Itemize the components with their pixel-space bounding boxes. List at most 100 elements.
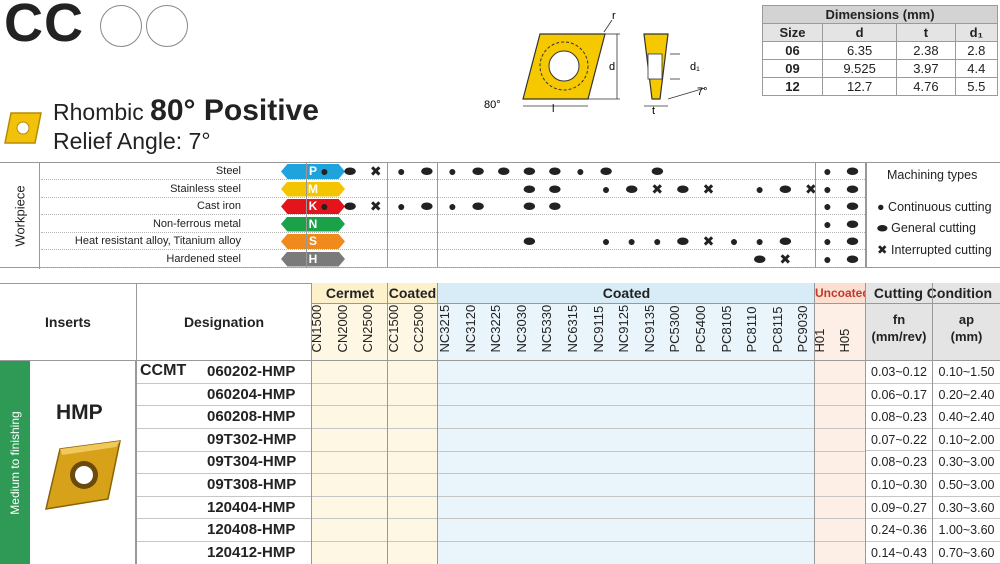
- continuous-cutting-icon: ●: [397, 198, 406, 214]
- general-cutting-icon: ⬬: [548, 180, 561, 197]
- continuous-cutting-icon: ●: [823, 180, 832, 197]
- table-divider: [136, 283, 137, 564]
- fn-value: 0.24~0.36: [866, 519, 932, 542]
- dim-col-d: d: [821, 23, 898, 42]
- grade-column-nc3225: NC3225: [488, 305, 515, 360]
- table-divider: [932, 283, 933, 564]
- table-row: [137, 497, 865, 520]
- workpiece-row: Hardened steel H: [41, 251, 865, 268]
- iso-badge-p: P: [281, 164, 345, 179]
- table-row: [137, 361, 865, 384]
- table-row: 12 12.7 4.76 5.5: [762, 77, 999, 96]
- table-row: [137, 519, 865, 542]
- general-cutting-icon: ⬬: [676, 233, 689, 249]
- general-cutting-icon: ⬬: [625, 180, 638, 197]
- workpiece-name: Stainless steel: [170, 182, 241, 195]
- shape-description: Rhombic 80° Positive: [53, 94, 319, 128]
- side-label: Medium to finishing: [8, 410, 22, 515]
- table-row: [137, 429, 865, 452]
- workpiece-name-box: Heat resistant alloy, Titanium alloy: [41, 233, 241, 250]
- general-cutting-icon: ⬬: [523, 233, 536, 249]
- iso-badge-n: N: [281, 216, 345, 232]
- ap-value: 0.10~1.50: [933, 361, 1000, 384]
- workpiece-row: Stainless steel M: [41, 181, 865, 198]
- shape-angle: 80° Positive: [150, 94, 319, 127]
- interrupted-cutting-icon: ✖: [805, 180, 817, 197]
- side-band: Medium to finishing: [0, 361, 30, 564]
- rhombic-shape-icon: [4, 112, 42, 144]
- dim-size: 09: [762, 59, 823, 78]
- fn-header-unit: (mm/rev): [871, 329, 927, 344]
- dim-col-t: t: [896, 23, 956, 42]
- diagram-80-label: 80°: [484, 99, 501, 111]
- general-cutting-icon: ⬬: [523, 163, 536, 179]
- designation-code: 09T304-HMP: [207, 453, 297, 471]
- workpiece-row: Non-ferrous metal N: [41, 216, 865, 233]
- fn-value: 0.03~0.12: [866, 361, 932, 384]
- group-coated-1: Coated: [388, 283, 437, 304]
- general-cutting-icon: ⬬: [497, 163, 510, 179]
- continuous-cutting-icon: ●: [755, 233, 764, 249]
- grade-label: NC6315: [565, 304, 580, 353]
- dim-size: 06: [762, 41, 823, 60]
- designation-code: 09T302-HMP: [207, 430, 297, 448]
- continuous-cutting-icon: ●: [601, 180, 611, 197]
- general-cutting-icon: ⬬: [651, 163, 664, 179]
- grade-column-cn2000: CN2000: [334, 304, 362, 360]
- general-cutting-icon: ⬬: [344, 163, 357, 179]
- table-divider: [311, 283, 312, 564]
- grade-label: PC9030: [795, 305, 811, 353]
- grade-column-nc3215: NC3215: [437, 305, 464, 360]
- diagram-7-label: 7°: [697, 86, 708, 98]
- grade-label: CC2500: [411, 304, 427, 353]
- dim-col-size: Size: [762, 23, 823, 42]
- table-row: [137, 451, 865, 475]
- designation-header: Designation: [183, 314, 265, 330]
- interrupted-cutting-icon: ✖: [651, 180, 664, 197]
- grade-column-h05: H05: [837, 306, 864, 360]
- status-circle-2: [146, 5, 188, 47]
- fn-value: 0.07~0.22: [866, 429, 932, 452]
- workpiece-name: Steel: [215, 165, 241, 177]
- grade-column-h01: H01: [812, 306, 839, 360]
- table-row: [137, 384, 865, 407]
- dimensions-table: Dimensions (mm) Size d t d₁ 06 6.35 2.38…: [762, 5, 999, 96]
- dim-d: 9.525: [821, 59, 898, 78]
- table-row: [137, 406, 865, 429]
- group-uncoated-band: [815, 284, 865, 564]
- general-cutting-icon: ⬬: [523, 180, 536, 197]
- grade-label: CN2000: [334, 304, 350, 353]
- grade-label: PC5300: [667, 305, 683, 353]
- grade-column-pc5400: PC5400: [693, 305, 720, 360]
- grade-column-nc5330: NC5330: [539, 304, 566, 360]
- grade-label: H05: [837, 328, 852, 353]
- insert-photo-icon: [45, 440, 121, 510]
- workpiece-name-box: Hardened steel: [41, 251, 241, 268]
- workpiece-name: Heat resistant alloy, Titanium alloy: [74, 235, 241, 247]
- grade-column-nc3120: NC3120: [463, 305, 490, 360]
- continuous-cutting-icon: ●: [627, 233, 636, 249]
- legend-label: Interrupted cutting: [890, 243, 992, 257]
- dim-col-d1: d₁: [954, 23, 999, 42]
- iso-badge-h: H: [281, 251, 345, 267]
- grade-label: NC9135: [641, 304, 657, 353]
- interrupted-cutting-icon: ✖: [779, 250, 792, 267]
- workpiece-name: Hardened steel: [166, 252, 241, 265]
- grade-column-cn1500: CN1500: [309, 305, 336, 360]
- diagram-r-label: r: [612, 10, 616, 22]
- grade-label: NC5330: [539, 304, 555, 353]
- general-cutting-icon: ⬬: [676, 180, 689, 197]
- diagram-t-label: t: [652, 105, 655, 116]
- general-cutting-icon: ⬬: [472, 163, 485, 179]
- workpiece-name: Non-ferrous metal: [152, 217, 241, 230]
- grade-label: PC5400: [693, 305, 708, 353]
- legend-interrupted: ✖ Interrupted cutting: [877, 242, 992, 257]
- workpiece-row: Heat resistant alloy, Titanium alloy S: [41, 233, 865, 250]
- general-cutting-icon: ⬬: [600, 163, 613, 179]
- machining-legend: Machining types ● Continuous cutting ⬬ G…: [866, 162, 1000, 268]
- diagram-l-label: l: [552, 103, 554, 115]
- dim-t: 4.76: [896, 77, 956, 96]
- dim-d1: 5.5: [954, 77, 999, 96]
- fn-value: 0.08~0.23: [866, 406, 932, 429]
- dim-t: 3.97: [896, 59, 956, 78]
